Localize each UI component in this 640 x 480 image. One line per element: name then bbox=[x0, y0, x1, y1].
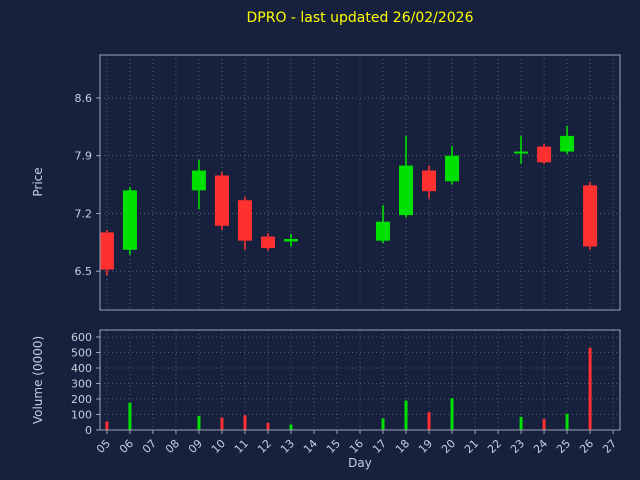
x-tick-label: 05 bbox=[94, 437, 113, 456]
candle-body bbox=[422, 170, 437, 192]
price-tick-label: 7.9 bbox=[75, 150, 93, 163]
x-tick-label: 17 bbox=[370, 437, 389, 456]
volume-bar bbox=[128, 402, 132, 430]
candle-body bbox=[445, 155, 460, 182]
volume-bar bbox=[565, 413, 569, 430]
volume-bar bbox=[289, 424, 293, 430]
x-tick-label: 27 bbox=[600, 437, 619, 456]
volume-tick-label: 400 bbox=[71, 362, 92, 375]
candle-body bbox=[399, 165, 414, 216]
x-tick-label: 26 bbox=[577, 437, 596, 456]
volume-bar bbox=[427, 412, 431, 430]
x-tick-label: 06 bbox=[117, 437, 136, 456]
x-tick-label: 07 bbox=[140, 437, 159, 456]
x-tick-label: 16 bbox=[347, 437, 366, 456]
price-tick-label: 7.2 bbox=[75, 207, 93, 220]
volume-bar bbox=[266, 423, 270, 430]
volume-tick-label: 100 bbox=[71, 408, 92, 421]
candle-body bbox=[260, 236, 275, 249]
candle-body bbox=[514, 151, 529, 154]
volume-tick-label: 0 bbox=[85, 424, 92, 437]
candle-body bbox=[560, 135, 575, 152]
x-tick-label: 08 bbox=[163, 437, 182, 456]
volume-tick-label: 500 bbox=[71, 346, 92, 359]
x-tick-label: 09 bbox=[186, 437, 205, 456]
volume-tick-label: 200 bbox=[71, 393, 92, 406]
x-tick-label: 20 bbox=[439, 437, 458, 456]
day-axis-label: Day bbox=[348, 456, 372, 470]
volume-tick-label: 600 bbox=[71, 331, 92, 344]
volume-bar bbox=[450, 398, 454, 430]
price-tick-label: 6.5 bbox=[75, 265, 93, 278]
x-tick-label: 24 bbox=[531, 437, 550, 456]
x-tick-label: 18 bbox=[393, 437, 412, 456]
candle-body bbox=[214, 175, 229, 226]
x-tick-label: 12 bbox=[255, 437, 274, 456]
volume-bar bbox=[519, 416, 523, 430]
volume-bar bbox=[381, 418, 385, 430]
x-tick-label: 10 bbox=[209, 437, 228, 456]
x-tick-label: 14 bbox=[301, 437, 320, 456]
price-tick-label: 8.6 bbox=[75, 92, 93, 105]
volume-bar bbox=[542, 419, 546, 430]
x-tick-label: 25 bbox=[554, 437, 573, 456]
candle-body bbox=[376, 221, 391, 241]
volume-bar bbox=[588, 347, 592, 430]
volume-tick-label: 300 bbox=[71, 377, 92, 390]
volume-bar bbox=[220, 417, 224, 430]
price-panel-spine bbox=[99, 54, 621, 311]
candle-body bbox=[99, 232, 114, 270]
x-tick-label: 23 bbox=[508, 437, 527, 456]
volume-bar bbox=[197, 416, 201, 430]
x-tick-label: 11 bbox=[232, 437, 251, 456]
candle-body bbox=[122, 190, 137, 250]
candle-body bbox=[237, 200, 252, 241]
x-tick-label: 22 bbox=[485, 437, 504, 456]
candle-body bbox=[191, 170, 206, 191]
x-tick-label: 13 bbox=[278, 437, 297, 456]
candle-body bbox=[537, 146, 552, 163]
volume-bar bbox=[105, 421, 109, 430]
candle-body bbox=[583, 185, 598, 247]
chart-title: DPRO - last updated 26/02/2026 bbox=[246, 10, 474, 26]
volume-bar bbox=[404, 400, 408, 430]
volume-bar bbox=[243, 415, 247, 430]
x-tick-label: 19 bbox=[416, 437, 435, 456]
candle-body bbox=[283, 239, 298, 242]
x-tick-label: 21 bbox=[462, 437, 481, 456]
x-tick-label: 15 bbox=[324, 437, 343, 456]
